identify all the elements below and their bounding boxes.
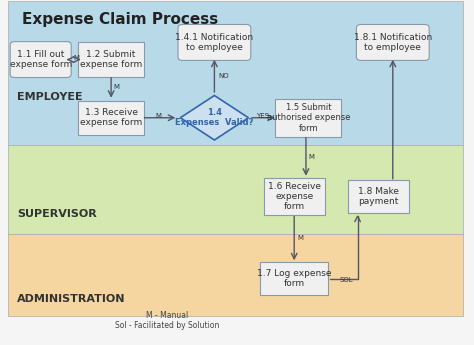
Text: M: M <box>155 113 161 119</box>
FancyBboxPatch shape <box>356 24 429 60</box>
Text: 1.6 Receive
expense
form: 1.6 Receive expense form <box>268 181 321 211</box>
FancyBboxPatch shape <box>178 24 251 60</box>
FancyBboxPatch shape <box>8 1 463 145</box>
Text: M - Manual
Sol - Facilitated by Solution: M - Manual Sol - Facilitated by Solution <box>115 310 219 330</box>
Text: 1.4
Expenses  Valid?: 1.4 Expenses Valid? <box>175 108 254 127</box>
Text: 1.8.1 Notification
to employee: 1.8.1 Notification to employee <box>354 33 432 52</box>
Text: 1.3 Receive
expense form: 1.3 Receive expense form <box>80 108 142 127</box>
Text: 1.2 Submit
expense form: 1.2 Submit expense form <box>80 50 142 69</box>
FancyBboxPatch shape <box>348 180 409 213</box>
Text: SOL: SOL <box>340 277 354 283</box>
FancyBboxPatch shape <box>78 42 144 77</box>
Text: 1.1 Fill out
expense form: 1.1 Fill out expense form <box>9 50 72 69</box>
FancyBboxPatch shape <box>260 262 328 295</box>
FancyBboxPatch shape <box>275 99 341 137</box>
Text: M: M <box>309 154 315 160</box>
FancyBboxPatch shape <box>10 42 71 78</box>
Text: M: M <box>297 235 303 241</box>
FancyBboxPatch shape <box>78 101 144 135</box>
Text: 1.5 Submit
authorised expense
form: 1.5 Submit authorised expense form <box>266 103 350 132</box>
Text: 1.7 Log expense
form: 1.7 Log expense form <box>257 269 331 288</box>
Text: NO: NO <box>218 73 229 79</box>
Text: SUPERVISOR: SUPERVISOR <box>17 209 97 219</box>
FancyBboxPatch shape <box>8 234 463 316</box>
Text: EMPLOYEE: EMPLOYEE <box>17 92 83 102</box>
Polygon shape <box>180 96 248 140</box>
Text: Expense Claim Process: Expense Claim Process <box>22 12 218 27</box>
Text: 1.4.1 Notification
to employee: 1.4.1 Notification to employee <box>175 33 254 52</box>
Text: ADMINISTRATION: ADMINISTRATION <box>17 294 126 304</box>
Text: 1.8 Make
payment: 1.8 Make payment <box>358 187 399 206</box>
Text: YES: YES <box>256 113 269 119</box>
FancyBboxPatch shape <box>264 178 325 215</box>
Text: M: M <box>113 84 119 90</box>
FancyBboxPatch shape <box>8 145 463 234</box>
Text: M: M <box>73 55 79 61</box>
